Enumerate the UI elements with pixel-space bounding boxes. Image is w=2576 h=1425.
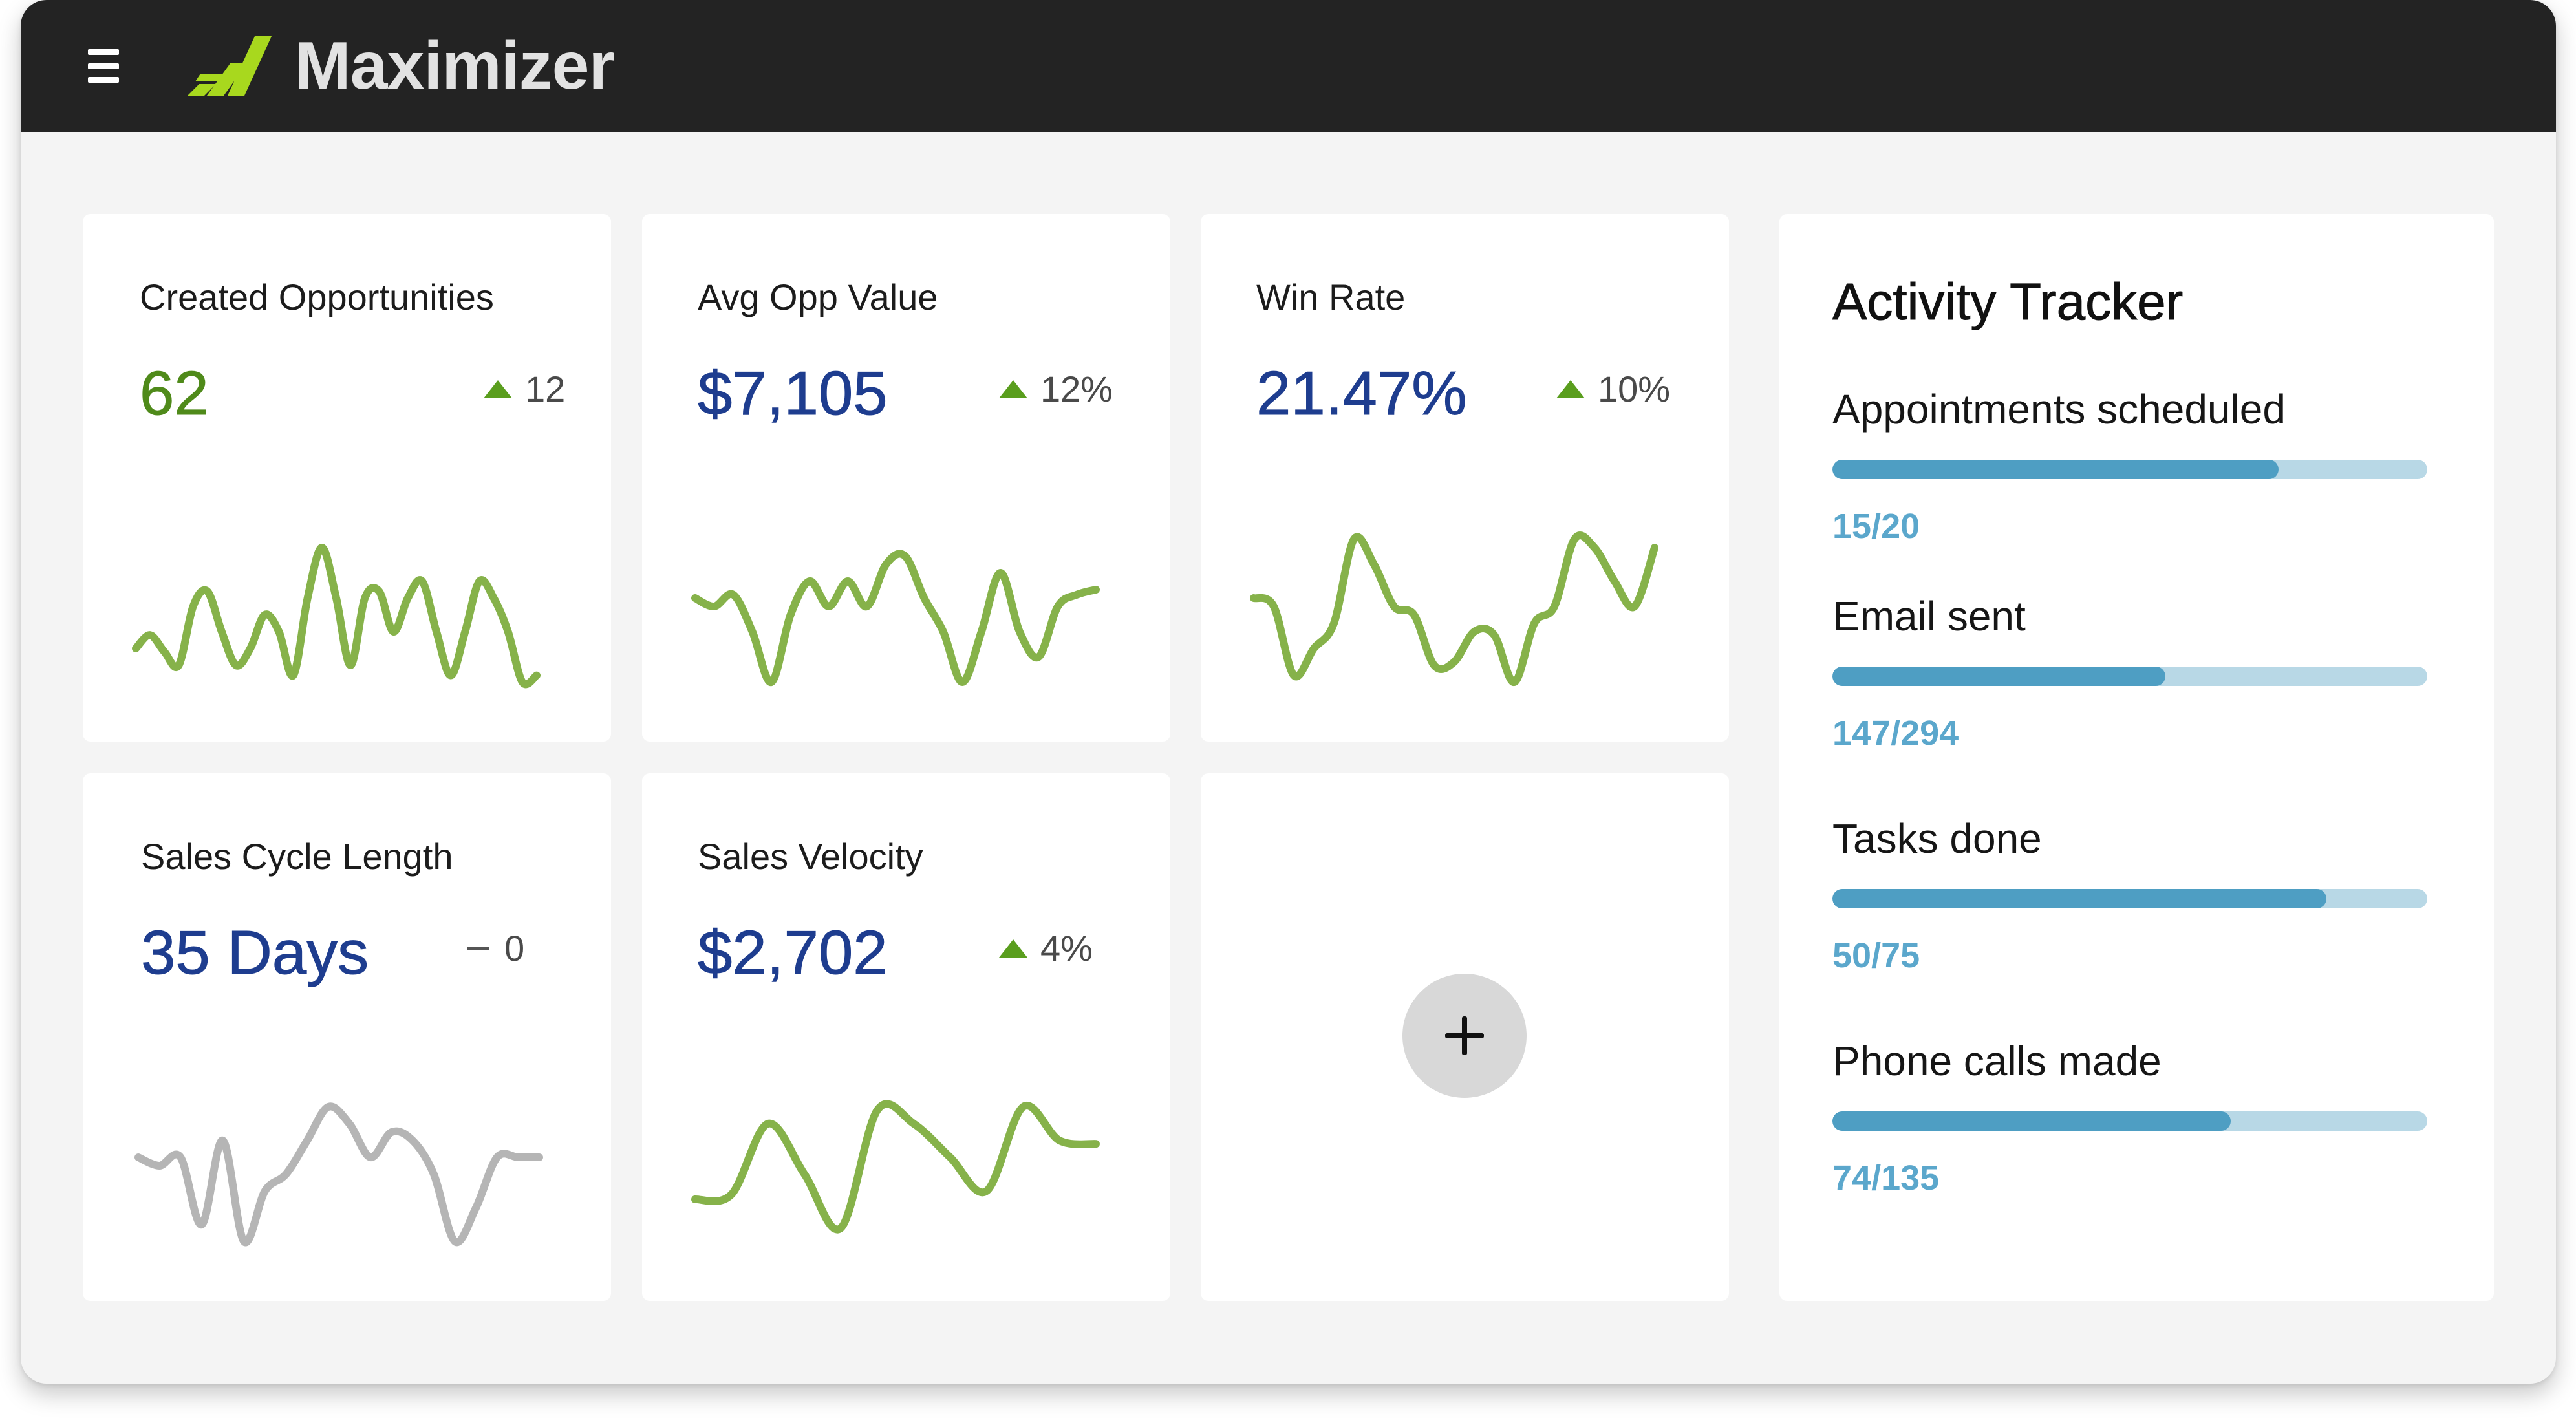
progress-fill	[1832, 889, 2326, 908]
tracker-count: 74/135	[1832, 1159, 1940, 1197]
tracker-count: 147/294	[1832, 714, 1959, 753]
trend-flat-icon	[467, 947, 489, 950]
progress-fill	[1832, 460, 2279, 479]
progress-track	[1832, 889, 2427, 908]
kpi-delta-value: 4%	[1040, 928, 1093, 969]
trend-up-icon	[1556, 380, 1585, 398]
trend-up-icon	[999, 380, 1027, 398]
tracker-label: Phone calls made	[1832, 1038, 2162, 1084]
kpi-value: 21.47%	[1256, 359, 1468, 428]
kpi-card-avg-opp-value[interactable]: Avg Opp Value $7,105 12%	[642, 214, 1170, 742]
kpi-delta: 0	[467, 927, 524, 969]
kpi-value: $2,702	[698, 918, 888, 987]
sparkline	[134, 1102, 543, 1247]
progress-fill	[1832, 667, 2166, 686]
kpi-delta-value: 12	[525, 369, 566, 409]
kpi-value: 35 Days	[140, 918, 369, 987]
activity-tracker-card: Activity Tracker Appointments scheduled …	[1779, 214, 2494, 1301]
kpi-delta-value: 10%	[1598, 369, 1671, 409]
kpi-delta-value: 12%	[1040, 369, 1113, 409]
kpi-card-sales-velocity[interactable]: Sales Velocity $2,702 4%	[642, 773, 1170, 1301]
kpi-title: Avg Opp Value	[698, 277, 938, 317]
tracker-label: Appointments scheduled	[1832, 386, 2286, 433]
top-bar: Maximizer	[21, 0, 2556, 132]
trend-up-icon	[484, 380, 512, 398]
progress-fill	[1832, 1111, 2231, 1131]
sparkline	[132, 544, 541, 689]
tracker-count: 50/75	[1832, 936, 1920, 975]
kpi-title: Win Rate	[1256, 277, 1406, 317]
sparkline-path	[1250, 531, 1658, 686]
kpi-card-sales-cycle-length[interactable]: Sales Cycle Length 35 Days 0	[83, 773, 611, 1301]
sparkline	[691, 550, 1100, 686]
tracker-item-phone-calls[interactable]: Phone calls made 74/135	[1832, 1035, 2427, 1197]
progress-track	[1832, 1111, 2427, 1131]
tracker-item-email-sent[interactable]: Email sent 147/294	[1832, 590, 2427, 753]
trend-up-icon	[999, 939, 1027, 958]
sparkline-path	[134, 1102, 543, 1247]
sparkline	[1250, 531, 1658, 686]
tracker-count: 15/20	[1832, 507, 1920, 546]
tracker-label: Email sent	[1832, 593, 2026, 639]
plus-icon[interactable]	[1402, 974, 1527, 1098]
kpi-card-win-rate[interactable]: Win Rate 21.47% 10%	[1201, 214, 1729, 742]
hamburger-menu-icon[interactable]	[67, 40, 140, 92]
kpi-delta: 4%	[999, 927, 1093, 969]
progress-track	[1832, 460, 2427, 479]
tracker-label: Tasks done	[1832, 815, 2042, 862]
maximizer-logo-icon	[188, 36, 272, 96]
kpi-title: Sales Cycle Length	[141, 836, 453, 877]
sparkline	[691, 1100, 1100, 1234]
kpi-card-created-opportunities[interactable]: Created Opportunities 62 12	[83, 214, 611, 742]
brand-name[interactable]: Maximizer	[295, 28, 615, 103]
add-widget-card	[1201, 773, 1729, 1301]
sparkline-path	[691, 1100, 1100, 1234]
kpi-delta: 12	[484, 368, 565, 410]
app-window: Maximizer Created Opportunities 62 12 Av…	[21, 0, 2556, 1384]
progress-track	[1832, 667, 2427, 686]
kpi-title: Sales Velocity	[698, 836, 923, 877]
kpi-delta-value: 0	[504, 928, 525, 969]
kpi-value: 62	[140, 359, 209, 428]
tracker-item-tasks-done[interactable]: Tasks done 50/75	[1832, 813, 2427, 975]
tracker-item-appointments[interactable]: Appointments scheduled 15/20	[1832, 383, 2427, 546]
activity-tracker-title: Activity Tracker	[1832, 273, 2184, 331]
kpi-title: Created Opportunities	[140, 277, 494, 317]
kpi-value: $7,105	[698, 359, 888, 428]
kpi-delta: 12%	[999, 368, 1113, 410]
sparkline-path	[132, 544, 541, 689]
kpi-delta: 10%	[1556, 368, 1670, 410]
sparkline-path	[691, 550, 1100, 686]
